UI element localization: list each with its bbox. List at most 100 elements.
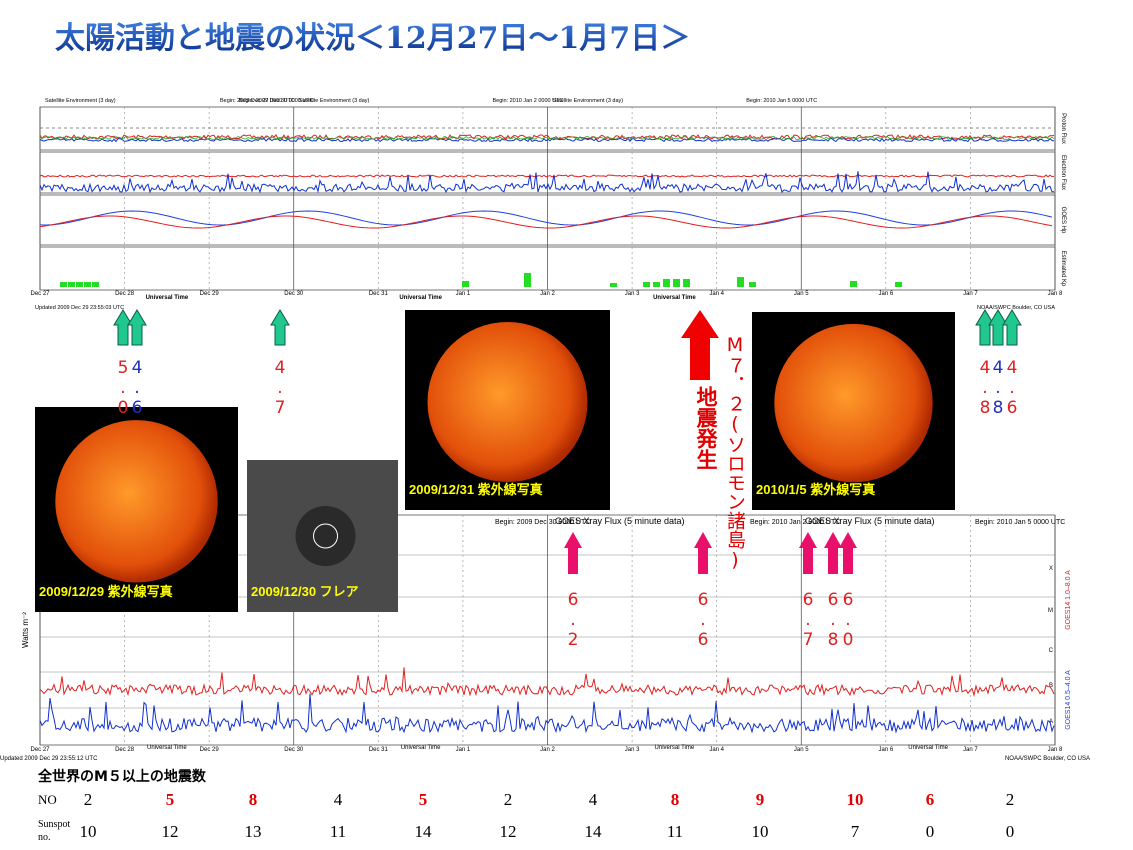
date-label: Dec 29 [200,291,220,297]
table-cell: 14 [584,822,602,841]
table-cell: 10 [79,822,97,841]
panel-title: Satellite Environment (3 day) [299,98,370,104]
date-label: Dec 30 [284,747,304,753]
kp-bar [737,277,744,287]
axis-title: Universal Time [147,745,187,751]
kp-bar [60,282,67,287]
kp-bar [673,279,680,287]
pink-arrow [564,532,582,574]
kp-bar [643,282,650,287]
kp-bar [653,282,660,287]
table-cell: 0 [1005,822,1015,841]
kp-bar [895,282,902,287]
quake-label: M７．２(ソロモン諸島) [724,334,746,571]
begin-label: Begin: 2009 Dec 27 0000 UTC [220,98,295,104]
magnitude: 4.8 [988,358,1008,418]
date-label: Jan 6 [878,747,893,753]
date-label: Jan 8 [1048,747,1063,753]
trace [39,215,1053,229]
panel-label: GOES Hp [1060,207,1066,234]
magnitude: 6.2 [563,590,583,650]
sun [55,420,218,583]
xray-title: GOES Xray Flux (5 minute data) [555,516,685,526]
table-cell: 12 [161,822,179,841]
photo-caption: 2009/12/29 紫外線写真 [39,584,173,599]
date-label: Dec 28 [115,747,135,753]
pink-arrow [839,532,857,574]
kp-bar [749,282,756,287]
sun [427,322,588,482]
green-arrow [113,309,133,346]
trace [39,174,1055,178]
begin-label: Begin: 2010 Jan 2 0000 UTC [750,519,840,526]
table-cell: 2 [1005,790,1015,809]
date-label: Jan 3 [625,747,640,753]
table-cell: 11 [329,822,347,841]
trace [39,210,1053,226]
pink-arrow [824,532,842,574]
axis-title: Universal Time [146,295,189,301]
table-cell: 0 [925,822,935,841]
trace [39,137,1055,143]
green-arrow [988,309,1008,346]
row-label: NO [38,792,57,807]
magnitude: 6.0 [838,590,858,650]
credit: NOAA/SWPC Boulder, CO USA [977,305,1055,311]
flare-class: A [1049,719,1053,725]
date-label: Dec 27 [30,291,50,297]
panel-label: Proton Flux [1060,113,1066,144]
photo-caption: 2009/12/30 フレア [251,584,359,599]
date-label: Jan 2 [540,747,555,753]
magnitude: 4.7 [270,358,290,418]
table-cell: 8 [248,790,258,809]
date-label: Dec 28 [115,291,135,297]
table-cell: 4 [588,790,598,809]
trace [39,135,1055,141]
kp-bar [76,282,83,287]
red-arrow [681,310,719,380]
flare-class: C [1049,648,1054,654]
updated: Updated 2009 Dec 29 23:55:12 UTC [0,756,98,762]
begin-label: Begin: 2010 Jan 5 0000 UTC [746,98,817,104]
green-arrow [975,309,995,346]
magnitude: 4.6 [1002,358,1022,418]
date-label: Jan 5 [794,747,809,753]
table-cell: 2 [503,790,513,809]
table-cell: 12 [499,822,517,841]
pink-arrow [799,532,817,574]
kp-bar [683,279,690,287]
axis-title: Universal Time [655,745,695,751]
axis-title: Universal Time [399,295,442,301]
date-label: Jan 3 [625,291,640,297]
kp-bar [92,282,99,287]
date-label: Jan 4 [709,291,724,297]
date-label: Dec 29 [200,747,220,753]
table-heading: 全世界のM５以上の地震数 [38,769,206,785]
kp-bar [68,282,75,287]
xray-title: GOES Xray Flux (5 minute data) [805,516,935,526]
green-arrow [270,309,290,346]
green-arrow [1002,309,1022,346]
panel-label: Estimated Kp [1060,251,1066,287]
date-label: Jan 6 [878,291,893,297]
slide-title: 太陽活動と地震の状況＜12月27日～1月7日＞ [55,21,690,56]
updated: Updated 2009 Dec 29 23:55:03 UTC [35,305,124,311]
row-label: Sunspot no. [38,819,71,843]
trace [39,667,1055,697]
table-cell: 5 [165,790,175,809]
date-label: Dec 27 [30,747,50,753]
sun-outline [313,523,339,549]
credit: NOAA/SWPC Boulder, CO USA [1005,756,1090,762]
kp-bar [84,282,91,287]
magnitude: 4.8 [975,358,995,418]
axis-title: Universal Time [401,745,441,751]
date-label: Dec 31 [369,291,389,297]
date-label: Jan 7 [963,747,978,753]
begin-label: Begin: 2009 Dec 30 0000 UTC [495,519,590,526]
flare-class: B [1049,683,1053,689]
date-label: Dec 31 [369,747,389,753]
pink-arrow [694,532,712,574]
table-cell: 4 [333,790,343,809]
trace [39,693,1055,734]
